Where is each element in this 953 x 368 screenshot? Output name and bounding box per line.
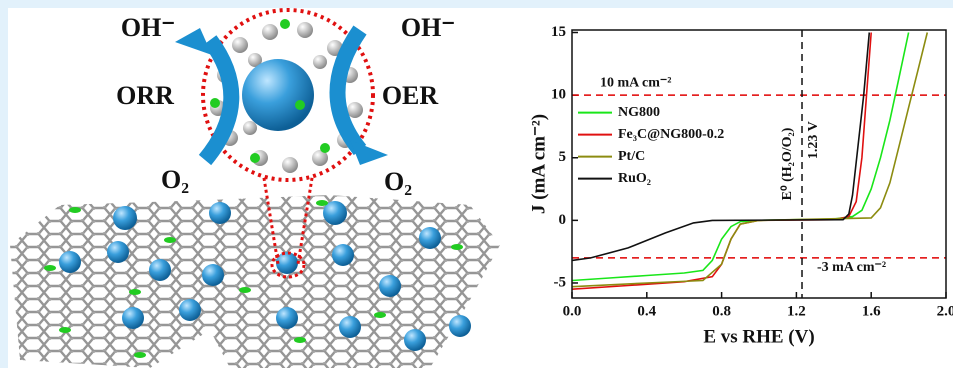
graphene-sheet — [10, 195, 500, 368]
annotation: E⁰ (H₂O/O₂) — [780, 127, 795, 200]
label-oh-left: OH⁻ — [121, 13, 175, 42]
legend-label: RuO₂ — [618, 171, 651, 186]
core-particle — [242, 59, 314, 131]
y-tick-label: -5 — [554, 274, 567, 290]
y-tick-label: 0 — [559, 212, 567, 228]
annotation: 1.23 V — [806, 121, 821, 159]
y-tick-label: 15 — [551, 24, 566, 40]
y-tick-label: 10 — [551, 87, 566, 103]
x-tick-label: 0.0 — [563, 303, 582, 319]
annotation: 10 mA cm⁻² — [600, 75, 671, 90]
page: OH⁻ OH⁻ ORR OER O₂ O₂ 0.0 0.4 0.8 1.2 1.6 2.0… — [0, 0, 953, 368]
annotation: -3 mA cm⁻² — [817, 260, 886, 275]
y-tick-label: 5 — [559, 149, 567, 165]
label-oh-right: OH⁻ — [401, 13, 455, 42]
legend-label: Pt/C — [618, 149, 645, 164]
label-orr: ORR — [116, 81, 174, 110]
legend-label: Fe₃C@NG800-0.2 — [618, 127, 724, 142]
x-axis-label: E vs RHE (V) — [703, 326, 814, 347]
label-o2-right: O₂ — [384, 167, 412, 196]
x-tick-label: 1.2 — [787, 303, 806, 319]
x-tick-label: 0.8 — [712, 303, 731, 319]
legend-label: NG800 — [618, 105, 660, 120]
label-oer: OER — [382, 81, 439, 110]
x-tick-label: 1.6 — [862, 303, 881, 319]
x-tick-label: 0.4 — [637, 303, 656, 319]
x-tick-label: 2.0 — [937, 303, 953, 319]
label-o2-left: O₂ — [161, 165, 189, 194]
y-axis-label: J (mA cm⁻²) — [528, 114, 549, 214]
